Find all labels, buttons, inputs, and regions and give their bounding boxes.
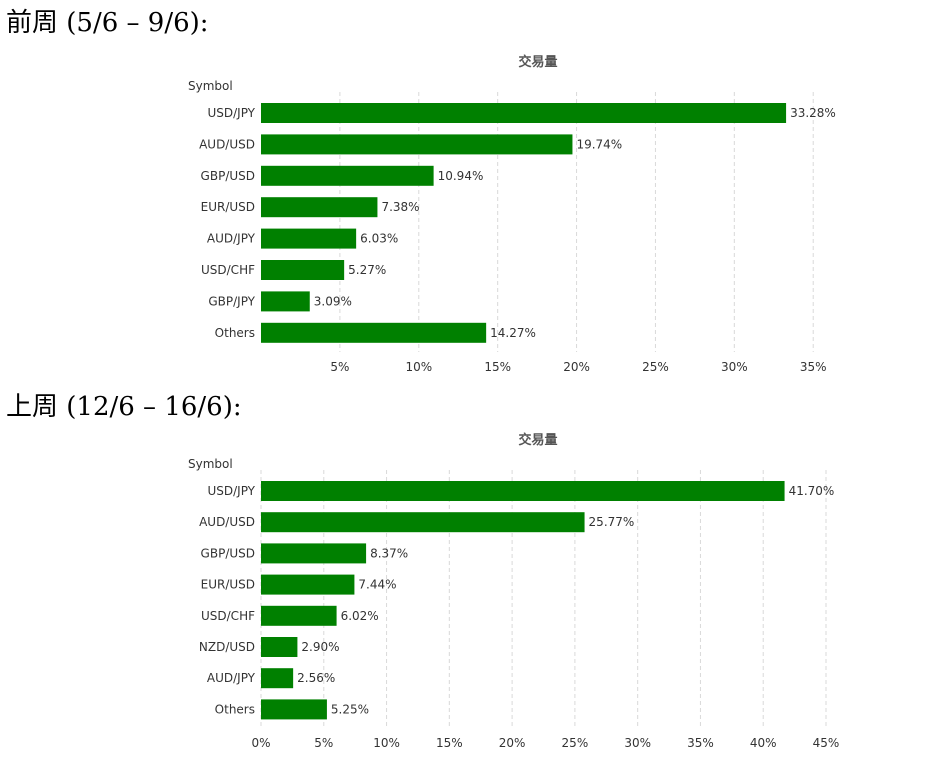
category-label: EUR/USD (201, 578, 255, 592)
category-label: Others (215, 702, 255, 716)
data-label: 6.02% (341, 609, 379, 623)
bar (261, 322, 487, 343)
bar (261, 134, 573, 155)
data-label: 33.28% (790, 106, 836, 120)
bar (261, 543, 367, 564)
x-tick-label: 0% (251, 736, 270, 750)
category-label: GBP/JPY (208, 294, 255, 308)
bar (261, 197, 378, 218)
data-label: 2.90% (301, 640, 339, 654)
x-tick-label: 15% (436, 736, 463, 750)
x-tick-label: 25% (642, 360, 669, 374)
x-tick-label: 45% (813, 736, 840, 750)
bar (261, 512, 585, 533)
data-label: 14.27% (490, 326, 536, 340)
category-label: AUD/USD (199, 137, 255, 151)
data-label: 3.09% (314, 294, 352, 308)
category-label: GBP/USD (201, 546, 255, 560)
week2-heading: 上周 (12/6 – 16/6): (6, 392, 242, 422)
bar (261, 605, 337, 626)
category-label: AUD/JPY (207, 671, 256, 685)
bar (261, 699, 327, 720)
bar (261, 165, 434, 186)
data-label: 6.03% (360, 232, 398, 246)
bar (261, 103, 787, 123)
x-tick-label: 20% (499, 736, 526, 750)
data-label: 5.27% (348, 263, 386, 277)
y-axis-label: Symbol (188, 79, 233, 93)
x-tick-label: 25% (562, 736, 589, 750)
category-label: AUD/JPY (207, 232, 256, 246)
data-label: 41.70% (789, 484, 835, 498)
category-label: EUR/USD (201, 200, 255, 214)
chart-title: 交易量 (518, 54, 557, 70)
chart-title: 交易量 (518, 432, 557, 448)
x-tick-label: 5% (314, 736, 333, 750)
x-tick-label: 35% (800, 360, 827, 374)
x-tick-label: 35% (687, 736, 714, 750)
data-label: 7.38% (381, 200, 419, 214)
y-axis-label: Symbol (188, 457, 233, 471)
data-label: 25.77% (589, 515, 635, 529)
category-label: USD/JPY (207, 106, 255, 120)
category-label: GBP/USD (201, 169, 255, 183)
data-label: 19.74% (576, 137, 622, 151)
bar (261, 637, 298, 657)
data-label: 7.44% (358, 578, 396, 592)
category-label: Others (215, 326, 255, 340)
x-tick-label: 15% (484, 360, 511, 374)
x-tick-label: 30% (721, 360, 748, 374)
category-label: AUD/USD (199, 515, 255, 529)
category-label: USD/CHF (201, 609, 255, 623)
category-label: NZD/USD (199, 640, 255, 654)
category-label: USD/CHF (201, 263, 255, 277)
x-tick-label: 20% (563, 360, 590, 374)
x-tick-label: 10% (405, 360, 432, 374)
bar (261, 291, 310, 312)
x-tick-label: 5% (330, 360, 349, 374)
x-tick-label: 40% (750, 736, 777, 750)
bar (261, 668, 294, 689)
bar (261, 228, 357, 249)
data-label: 10.94% (438, 169, 484, 183)
x-tick-label: 30% (624, 736, 651, 750)
bar (261, 574, 355, 595)
data-label: 2.56% (297, 671, 335, 685)
category-label: USD/JPY (207, 484, 255, 498)
bar (261, 481, 785, 501)
data-label: 5.25% (331, 702, 369, 716)
bar (261, 260, 345, 280)
x-tick-label: 10% (373, 736, 400, 750)
week1-heading: 前周 (5/6 – 9/6): (6, 8, 209, 38)
data-label: 8.37% (370, 546, 408, 560)
